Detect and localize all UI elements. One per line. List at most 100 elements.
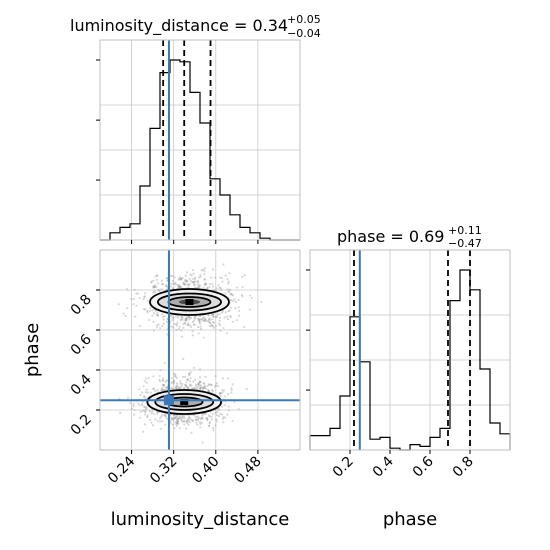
scatter-point xyxy=(202,287,205,290)
scatter-point xyxy=(200,416,203,420)
scatter-point xyxy=(158,378,161,381)
scatter-point xyxy=(208,282,212,286)
j-xtick-label-2: 0.40 xyxy=(189,454,222,487)
scatter-point xyxy=(188,380,191,383)
scatter-point xyxy=(184,280,187,283)
scatter-point xyxy=(176,418,179,421)
scatter-point xyxy=(187,419,190,422)
scatter-point xyxy=(176,420,179,423)
scatter-point xyxy=(215,418,218,421)
scatter-point xyxy=(150,412,153,415)
scatter-point xyxy=(219,392,223,395)
scatter-point xyxy=(226,317,230,321)
scatter-point xyxy=(171,326,175,329)
scatter-point xyxy=(222,416,225,419)
scatter-point xyxy=(146,309,149,313)
contour-0-0 xyxy=(149,288,230,316)
scatter-point xyxy=(172,381,175,384)
scatter-point xyxy=(164,285,168,288)
scatter-point xyxy=(172,379,176,383)
scatter-point xyxy=(211,313,214,316)
scatter-point xyxy=(193,283,196,287)
scatter-point xyxy=(141,409,145,412)
scatter-point xyxy=(200,327,203,331)
scatter-point xyxy=(161,377,165,380)
scatter-point xyxy=(204,412,207,416)
scatter-point xyxy=(211,318,214,321)
scatter-point xyxy=(171,318,174,322)
scatter-point xyxy=(188,277,191,280)
scatter-point xyxy=(162,318,165,321)
scatter-point xyxy=(178,285,181,289)
scatter-point xyxy=(195,415,199,418)
scatter-point xyxy=(199,422,202,426)
scatter-point xyxy=(180,316,183,319)
scatter-point xyxy=(173,417,177,420)
scatter-point xyxy=(194,378,197,381)
scatter-point xyxy=(193,323,196,327)
scatter-point xyxy=(178,416,181,419)
scatter-point xyxy=(175,421,179,424)
ph-x-ticks: 0.2 0.4 0.6 0.8 xyxy=(330,450,477,481)
scatter-point xyxy=(175,422,178,426)
scatter-point xyxy=(159,427,162,430)
scatter-point xyxy=(186,378,189,381)
joint-panel: 0.24 0.32 0.40 0.48 0.2 0.4 0.6 0.8 luminosity… xyxy=(22,249,301,530)
scatter-point xyxy=(183,322,186,325)
scatter-point xyxy=(207,320,210,323)
scatter-point xyxy=(175,324,178,327)
scatter-point xyxy=(163,413,167,416)
scatter-point xyxy=(229,293,232,296)
scatter-point xyxy=(203,282,207,285)
scatter-point xyxy=(181,420,185,423)
scatter-point xyxy=(195,421,198,424)
scatter-point xyxy=(188,373,191,377)
scatter-point xyxy=(132,404,135,408)
scatter-point xyxy=(193,386,196,389)
scatter-point xyxy=(154,275,157,278)
scatter-point xyxy=(210,415,213,418)
scatter-point xyxy=(164,423,167,426)
scatter-point xyxy=(229,292,233,296)
joint-truth xyxy=(100,250,300,450)
joint-contours xyxy=(146,288,230,415)
ld-y-ticks xyxy=(96,59,100,181)
scatter-point xyxy=(176,285,180,288)
scatter-point xyxy=(179,417,183,420)
scatter-point xyxy=(151,309,154,312)
scatter-point xyxy=(185,381,188,384)
scatter-point xyxy=(250,296,253,299)
scatter-point xyxy=(145,381,148,384)
scatter-point xyxy=(153,387,156,390)
scatter-point xyxy=(174,374,177,378)
ph-xtick-label-3: 0.8 xyxy=(450,454,477,481)
scatter-point xyxy=(210,276,213,279)
scatter-point xyxy=(156,410,159,414)
scatter-point xyxy=(199,273,202,277)
scatter-point xyxy=(163,389,166,392)
scatter-point xyxy=(183,423,186,426)
scatter-point xyxy=(178,278,181,281)
scatter-point xyxy=(232,300,235,303)
scatter-point xyxy=(187,285,190,289)
scatter-point xyxy=(227,282,230,285)
x-axis-label-phase: phase xyxy=(383,509,437,530)
ld-title-sup: +0.05 xyxy=(287,13,321,26)
scatter-point xyxy=(158,374,161,378)
scatter-point xyxy=(126,307,129,310)
scatter-point xyxy=(199,386,202,390)
scatter-point xyxy=(260,300,263,303)
scatter-point xyxy=(204,375,207,378)
scatter-point xyxy=(227,309,230,313)
scatter-point xyxy=(197,383,200,386)
scatter-point xyxy=(203,269,206,273)
scatter-point xyxy=(191,334,195,337)
scatter-point xyxy=(145,406,148,409)
ld-x-ticks xyxy=(131,240,259,244)
scatter-point xyxy=(196,317,200,320)
scatter-point xyxy=(128,401,132,404)
scatter-point xyxy=(226,413,229,416)
scatter-point xyxy=(170,381,173,384)
scatter-point xyxy=(227,291,231,294)
scatter-point xyxy=(208,422,211,425)
